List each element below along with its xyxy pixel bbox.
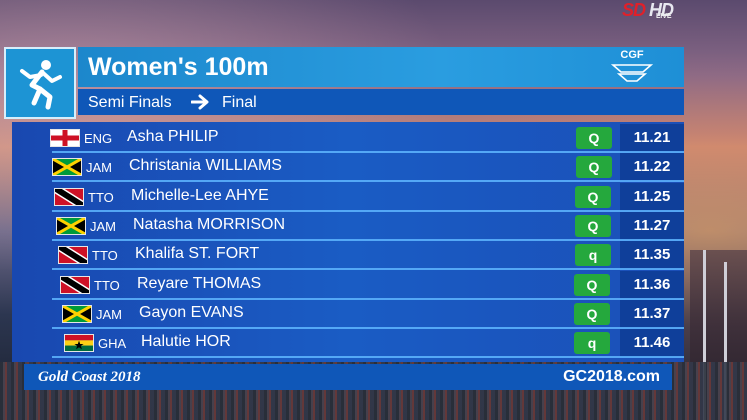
time-cell: 11.25: [620, 182, 684, 211]
qualifier-badge: Q: [574, 302, 610, 325]
live-label: LIVE: [656, 13, 672, 20]
time-cell: 11.27: [620, 211, 684, 240]
time-cell: 11.46: [620, 329, 684, 358]
from-round: Semi Finals: [88, 94, 172, 111]
athlete-name: Khalifa ST. FORT: [135, 245, 260, 263]
broadcaster-logo: SD HD LIVE: [622, 0, 717, 24]
finish-time: 11.27: [633, 216, 671, 234]
finish-time: 11.25: [633, 187, 671, 205]
finish-time: 11.22: [633, 158, 671, 176]
arrow-right-icon: [191, 94, 209, 110]
row-divider: [52, 180, 684, 183]
athlete-name: Reyare THOMAS: [137, 274, 262, 292]
title-bar: Women's 100m CGF: [78, 47, 684, 87]
time-cell: 11.37: [620, 299, 684, 328]
country-code: GHA: [98, 336, 127, 352]
result-row: JAM Gayon EVANS Q 11.37: [12, 299, 684, 329]
result-row: TTO Michelle-Lee AHYE Q 11.25: [12, 182, 684, 212]
qualifier-badge: Q: [575, 214, 611, 237]
athlete-name: Christania WILLIAMS: [129, 157, 282, 175]
result-row: JAM Natasha MORRISON Q 11.27: [12, 211, 684, 241]
finish-time: 11.46: [633, 334, 671, 352]
footer-bar: Gold Coast 2018 GC2018.com: [24, 364, 672, 390]
qualifier-badge: Q: [576, 156, 612, 179]
country-code: JAM: [90, 218, 116, 234]
country-code: JAM: [86, 160, 112, 176]
country-code: TTO: [94, 277, 120, 293]
row-divider: [52, 151, 684, 153]
qualifier-badge: q: [574, 332, 610, 355]
country-code: TTO: [92, 248, 118, 264]
time-cell: 11.35: [620, 241, 684, 270]
results-table: ENG Asha PHILIP Q 11.21 JAM Christania WILLIA…: [12, 122, 684, 362]
trinidad-flag-icon: [60, 275, 90, 294]
result-row: GHA Halutie HOR q 11.46: [12, 329, 684, 359]
athlete-name: Gayon EVANS: [139, 303, 244, 321]
trinidad-flag-icon: [54, 187, 84, 206]
cgf-logo-text: CGF: [620, 49, 644, 61]
time-cell: 11.21: [620, 124, 684, 152]
hd-label: HD: [649, 0, 674, 20]
games-wordmark: Gold Coast 2018: [38, 369, 141, 385]
finish-time: 11.21: [633, 129, 671, 146]
to-round: Final: [222, 94, 257, 111]
row-divider: [52, 326, 684, 329]
website-label: GC2018.com: [563, 368, 660, 385]
qualifier-badge: q: [575, 244, 611, 267]
england-flag-icon: [50, 129, 80, 147]
country-code: JAM: [96, 306, 122, 322]
athlete-name: Asha PHILIP: [127, 128, 219, 145]
result-row: ENG Asha PHILIP Q 11.21: [12, 124, 684, 153]
athlete-name: Halutie HOR: [141, 333, 231, 351]
qualifier-badge: Q: [575, 185, 611, 208]
row-divider: [52, 356, 684, 359]
time-cell: 11.22: [620, 153, 684, 182]
result-row: JAM Christania WILLIAMS Q 11.22: [12, 153, 684, 183]
finish-time: 11.35: [633, 246, 671, 264]
cgf-logo: CGF: [609, 49, 655, 85]
finish-time: 11.36: [633, 275, 671, 293]
light-pole: [703, 250, 706, 420]
trinidad-flag-icon: [58, 246, 88, 265]
result-row: TTO Khalifa ST. FORT q 11.35: [12, 241, 684, 271]
row-divider: [52, 297, 684, 300]
light-pole: [724, 262, 727, 420]
qualifier-badge: Q: [574, 273, 610, 296]
row-divider: [52, 209, 684, 212]
broadcaster-logo-text: SD: [622, 0, 646, 20]
athlete-name: Natasha MORRISON: [133, 215, 286, 233]
result-row: TTO Reyare THOMAS Q 11.36: [12, 270, 684, 300]
time-cell: 11.36: [620, 270, 684, 299]
jamaica-flag-icon: [62, 304, 92, 323]
qualifier-badge: Q: [576, 127, 612, 149]
sprinter-icon: [4, 47, 76, 119]
country-code: ENG: [84, 131, 113, 146]
event-title: Women's 100m: [88, 53, 269, 81]
country-code: TTO: [88, 189, 114, 205]
athlete-name: Michelle-Lee AHYE: [131, 186, 269, 204]
jamaica-flag-icon: [52, 158, 82, 177]
ghana-flag-icon: [64, 334, 94, 353]
row-divider: [52, 238, 684, 241]
round-bar: Semi Finals Final: [78, 89, 684, 115]
finish-time: 11.37: [633, 304, 671, 322]
row-divider: [52, 268, 684, 271]
jamaica-flag-icon: [56, 216, 86, 235]
cgf-emblem-icon: [610, 64, 654, 82]
